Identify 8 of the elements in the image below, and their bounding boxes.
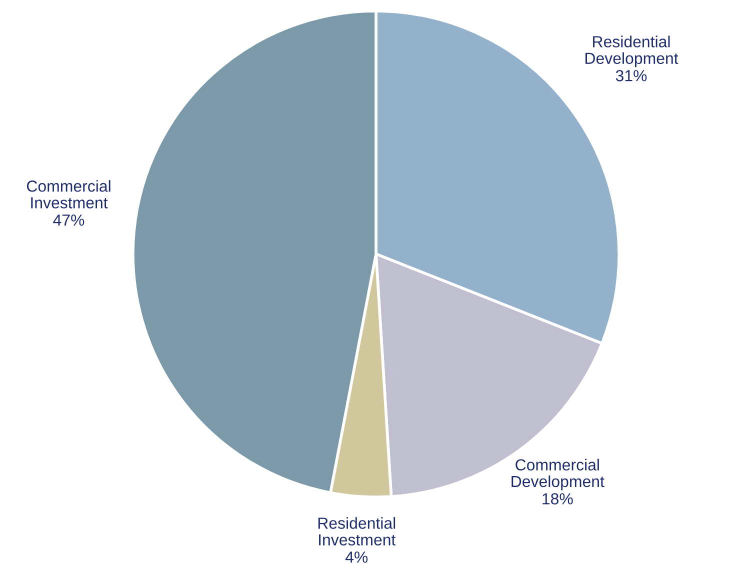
slice-label: Residential Development [586, 36, 678, 68]
data-label: 47% [53, 214, 84, 226]
data-label: 4% [345, 552, 368, 563]
slice-label: Residential Investment [318, 517, 396, 546]
data-label: 18% [542, 493, 573, 504]
slice-label: Commercial Investment [26, 180, 110, 208]
data-label: 31% [616, 70, 647, 82]
slice-label: Commercial Development [512, 458, 604, 490]
